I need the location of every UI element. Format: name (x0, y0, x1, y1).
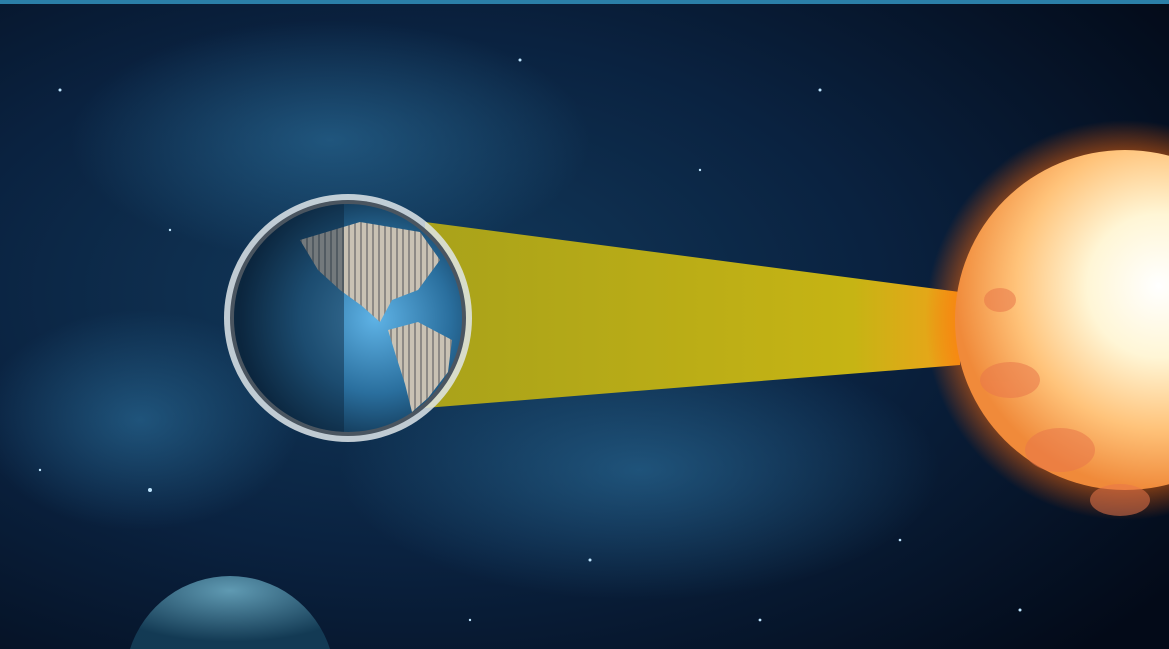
sun (955, 150, 1169, 490)
star (698, 168, 702, 172)
sun-spot (984, 288, 1016, 312)
star (148, 488, 152, 492)
star (1018, 608, 1022, 612)
star (758, 618, 762, 622)
top-edge (0, 0, 1169, 4)
nebula (340, 340, 940, 600)
sun-spot (1090, 484, 1150, 516)
star (898, 538, 902, 542)
star (818, 88, 822, 92)
star (468, 618, 472, 622)
sun-spots (980, 288, 1150, 516)
north-america (300, 222, 440, 322)
distant-planet (130, 576, 330, 649)
star (168, 228, 172, 232)
sun-spot (980, 362, 1040, 398)
south-america (388, 322, 452, 412)
star (38, 468, 42, 472)
star (588, 558, 592, 562)
nebula (70, 20, 590, 260)
stars (38, 58, 1022, 622)
star (518, 58, 522, 62)
sun-spot (1025, 428, 1095, 472)
star (58, 88, 62, 92)
nebula (0, 310, 300, 530)
light-beam (425, 222, 960, 408)
